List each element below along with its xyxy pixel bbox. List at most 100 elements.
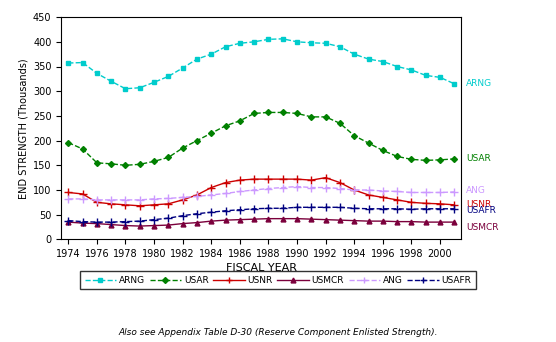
USNR	[394, 198, 400, 202]
Line: USAR: USAR	[66, 110, 456, 167]
USAFR	[280, 206, 286, 210]
ARNG	[165, 74, 172, 78]
ARNG	[65, 61, 72, 65]
ARNG	[423, 73, 429, 77]
ANG	[236, 189, 243, 194]
USAR	[308, 115, 315, 119]
USNR	[93, 200, 100, 205]
ANG	[365, 188, 372, 192]
ANG	[394, 189, 400, 194]
USMCR	[380, 219, 386, 223]
USAR	[436, 158, 443, 162]
USAR	[265, 110, 272, 115]
USAR	[408, 157, 415, 161]
ANG	[251, 188, 257, 192]
USAR	[294, 111, 300, 116]
USMCR	[136, 224, 143, 228]
USMCR	[108, 223, 115, 227]
Legend: ARNG, USAR, USNR, USMCR, ANG, USAFR: ARNG, USAR, USNR, USMCR, ANG, USAFR	[80, 272, 476, 289]
USMCR	[65, 220, 72, 224]
USMCR	[365, 219, 372, 223]
USMCR	[336, 218, 343, 222]
USAFR	[180, 214, 186, 218]
ARNG	[294, 40, 300, 44]
USAFR	[365, 207, 372, 211]
USNR	[193, 193, 200, 197]
USNR	[451, 203, 458, 207]
Text: ARNG: ARNG	[466, 79, 492, 88]
ARNG	[280, 37, 286, 41]
USNR	[351, 188, 358, 192]
USMCR	[93, 222, 100, 226]
USMCR	[80, 221, 86, 225]
USAR	[322, 115, 329, 119]
USAFR	[236, 208, 243, 212]
USMCR	[208, 219, 215, 223]
Y-axis label: END STRENGTH (Thousands): END STRENGTH (Thousands)	[19, 58, 29, 199]
USAR	[93, 161, 100, 165]
USNR	[136, 204, 143, 208]
ANG	[322, 185, 329, 189]
USAR	[365, 141, 372, 145]
ARNG	[80, 61, 86, 65]
USAFR	[80, 220, 86, 224]
USAR	[165, 155, 172, 159]
USNR	[122, 203, 129, 207]
Text: USNR: USNR	[466, 200, 491, 209]
USNR	[80, 192, 86, 196]
USAR	[451, 157, 458, 161]
USAR	[180, 146, 186, 150]
USAR	[108, 162, 115, 166]
ARNG	[122, 87, 129, 91]
USMCR	[122, 224, 129, 228]
USMCR	[165, 223, 172, 227]
ARNG	[208, 52, 215, 56]
ANG	[308, 185, 315, 189]
ANG	[351, 188, 358, 192]
USMCR	[294, 216, 300, 221]
USAR	[222, 124, 229, 128]
USMCR	[408, 220, 415, 224]
USMCR	[193, 221, 200, 225]
USMCR	[280, 216, 286, 221]
X-axis label: FISCAL YEAR: FISCAL YEAR	[226, 263, 297, 273]
Line: USAFR: USAFR	[64, 203, 458, 226]
USAFR	[294, 205, 300, 209]
ANG	[151, 197, 157, 201]
USNR	[294, 177, 300, 181]
USAFR	[322, 205, 329, 209]
USMCR	[236, 218, 243, 222]
USMCR	[151, 224, 157, 228]
ANG	[451, 190, 458, 194]
USAR	[251, 111, 257, 116]
USAFR	[122, 220, 129, 224]
ARNG	[408, 68, 415, 72]
ANG	[108, 198, 115, 202]
USAFR	[93, 220, 100, 224]
ANG	[193, 194, 200, 198]
USAR	[280, 110, 286, 115]
USMCR	[436, 220, 443, 224]
ARNG	[336, 45, 343, 49]
USNR	[265, 177, 272, 181]
USAR	[193, 139, 200, 143]
ANG	[336, 186, 343, 190]
ARNG	[136, 86, 143, 90]
USMCR	[308, 217, 315, 221]
USAFR	[436, 207, 443, 211]
USAFR	[265, 206, 272, 210]
ANG	[65, 197, 72, 201]
ANG	[380, 189, 386, 193]
ANG	[93, 198, 100, 202]
USNR	[365, 193, 372, 197]
USNR	[423, 201, 429, 206]
USAFR	[408, 207, 415, 211]
ARNG	[380, 60, 386, 64]
USMCR	[351, 219, 358, 223]
USNR	[180, 198, 186, 202]
USNR	[151, 203, 157, 207]
ANG	[436, 190, 443, 195]
USNR	[165, 202, 172, 206]
Text: USAFR: USAFR	[466, 206, 495, 215]
USMCR	[180, 222, 186, 226]
